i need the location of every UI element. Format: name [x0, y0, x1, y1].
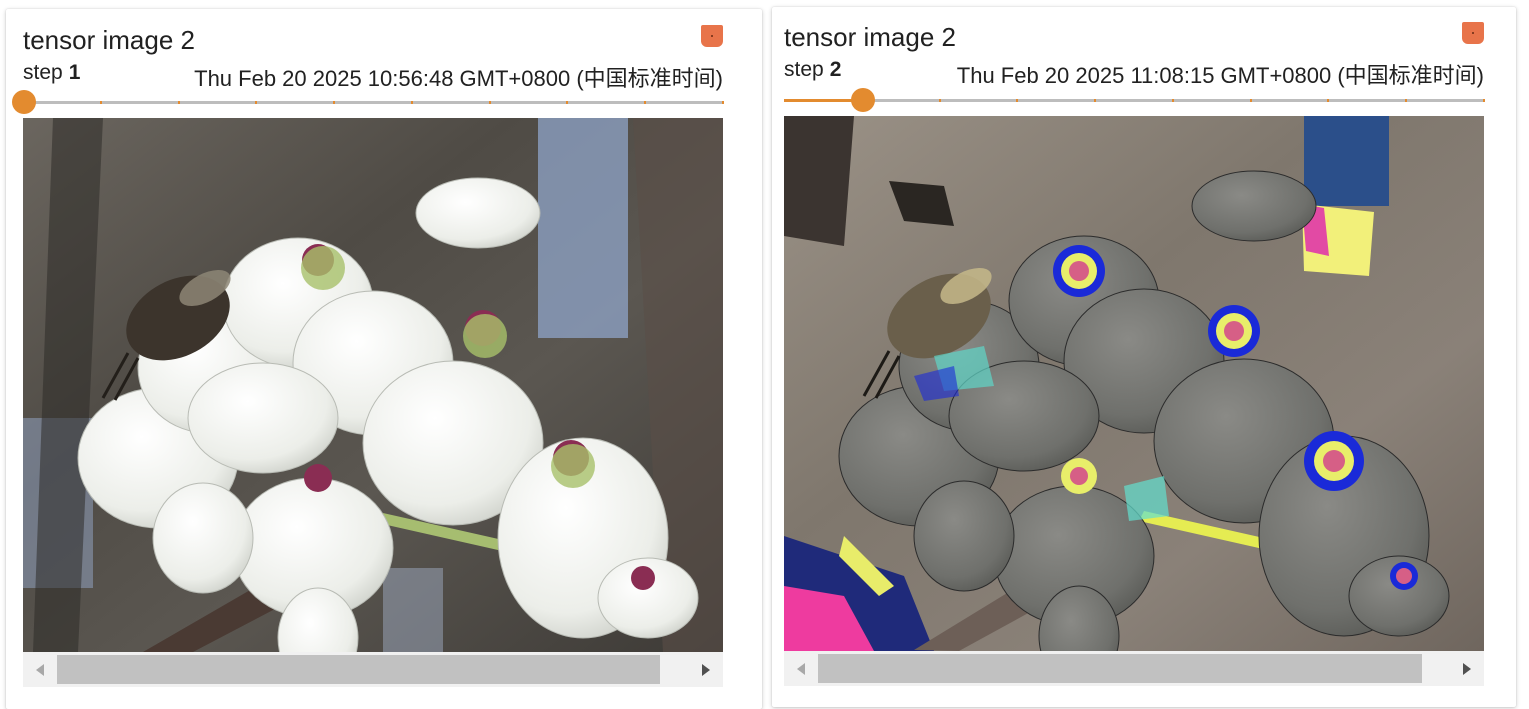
slider-tick [939, 99, 941, 102]
slider-tick [722, 101, 724, 104]
horizontal-scrollbar[interactable] [784, 651, 1484, 686]
slider-tick [1405, 99, 1407, 102]
step-indicator: step 1 [23, 61, 80, 85]
run-timestamp: Thu Feb 20 2025 10:56:48 GMT+0800 (中国标准时… [194, 66, 723, 91]
scrollbar-thumb[interactable] [57, 655, 660, 684]
slider-tick [333, 101, 335, 104]
step-slider[interactable] [12, 90, 724, 114]
slider-tick [255, 101, 257, 104]
blossom-image-processed [784, 116, 1484, 651]
slider-tick [1327, 99, 1329, 102]
tensor-image [784, 116, 1484, 651]
horizontal-scrollbar[interactable] [23, 652, 723, 687]
slider-tick [1483, 99, 1485, 102]
slider-tick [1016, 99, 1018, 102]
triangle-left-icon[interactable] [23, 652, 57, 687]
slider-knob[interactable] [12, 90, 36, 114]
step-slider[interactable] [784, 88, 1485, 112]
slider-knob[interactable] [851, 88, 875, 112]
step-value: 1 [68, 61, 81, 84]
tensor-image [23, 118, 723, 652]
pin-icon[interactable] [1462, 22, 1484, 44]
step-label: step [784, 58, 824, 81]
slider-tick [411, 101, 413, 104]
triangle-right-icon[interactable] [1450, 651, 1484, 686]
triangle-right-icon[interactable] [689, 652, 723, 687]
slider-tick [489, 101, 491, 104]
slider-track[interactable] [784, 99, 1484, 102]
step-label: step [23, 61, 63, 84]
slider-tick [1250, 99, 1252, 102]
triangle-left-icon[interactable] [784, 651, 818, 686]
slider-tick [644, 101, 646, 104]
slider-tick [1172, 99, 1174, 102]
image-card-step-1: tensor image 2 step 1 Thu Feb 20 2025 10:… [6, 9, 762, 709]
slider-tick [100, 101, 102, 104]
slider-tick [178, 101, 180, 104]
card-title: tensor image 2 [23, 25, 195, 55]
run-timestamp: Thu Feb 20 2025 11:08:15 GMT+0800 (中国标准时… [956, 63, 1484, 88]
blossom-image [23, 118, 723, 652]
pin-icon[interactable] [701, 25, 723, 47]
step-value: 2 [829, 58, 842, 81]
scrollbar-thumb[interactable] [818, 654, 1422, 683]
step-indicator: step 2 [784, 58, 841, 82]
slider-fill [784, 99, 863, 102]
card-title: tensor image 2 [784, 22, 956, 52]
slider-tick [566, 101, 568, 104]
slider-track[interactable] [23, 101, 723, 104]
slider-tick [1094, 99, 1096, 102]
image-card-step-2: tensor image 2 step 2 Thu Feb 20 2025 11:… [772, 7, 1516, 707]
